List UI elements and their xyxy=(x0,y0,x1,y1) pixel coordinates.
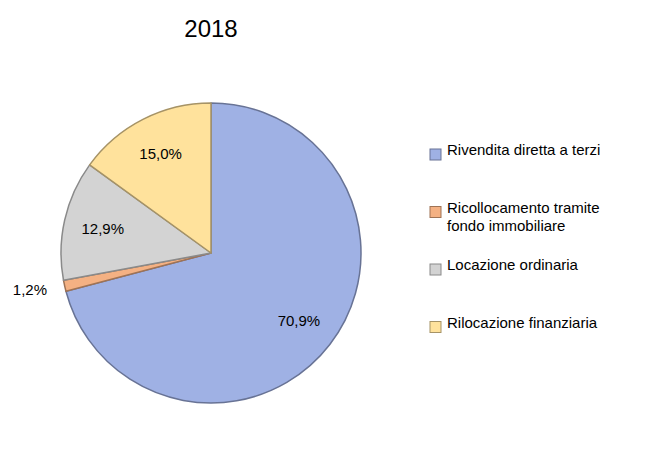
data-label: 12,9% xyxy=(81,220,124,237)
data-labels: 70,9% 1,2% 12,9% 15,0% xyxy=(13,145,320,329)
data-label: 1,2% xyxy=(13,281,47,298)
title: 2018 xyxy=(184,15,237,42)
legend-label: Locazione ordinaria xyxy=(447,256,579,273)
data-label: 70,9% xyxy=(278,312,321,329)
legend-label: Rilocazione finanziaria xyxy=(447,314,598,331)
legend-swatch xyxy=(430,149,441,160)
data-label: 15,0% xyxy=(139,145,182,162)
legend-swatch xyxy=(430,264,441,275)
legend-label: Rivendita diretta a terzi xyxy=(447,141,600,158)
legend-swatch xyxy=(430,322,441,333)
legend-swatch xyxy=(430,207,441,218)
background xyxy=(0,0,645,451)
legend: Rivendita diretta a terzi Ricollocamento … xyxy=(430,141,600,333)
legend-label: Ricollocamento tramitefondo immobiliare xyxy=(447,199,600,234)
chart: 2018 70,9% 1,2% 12,9% 15,0% Rivendita diretta… xyxy=(0,0,645,451)
pie xyxy=(61,103,361,403)
